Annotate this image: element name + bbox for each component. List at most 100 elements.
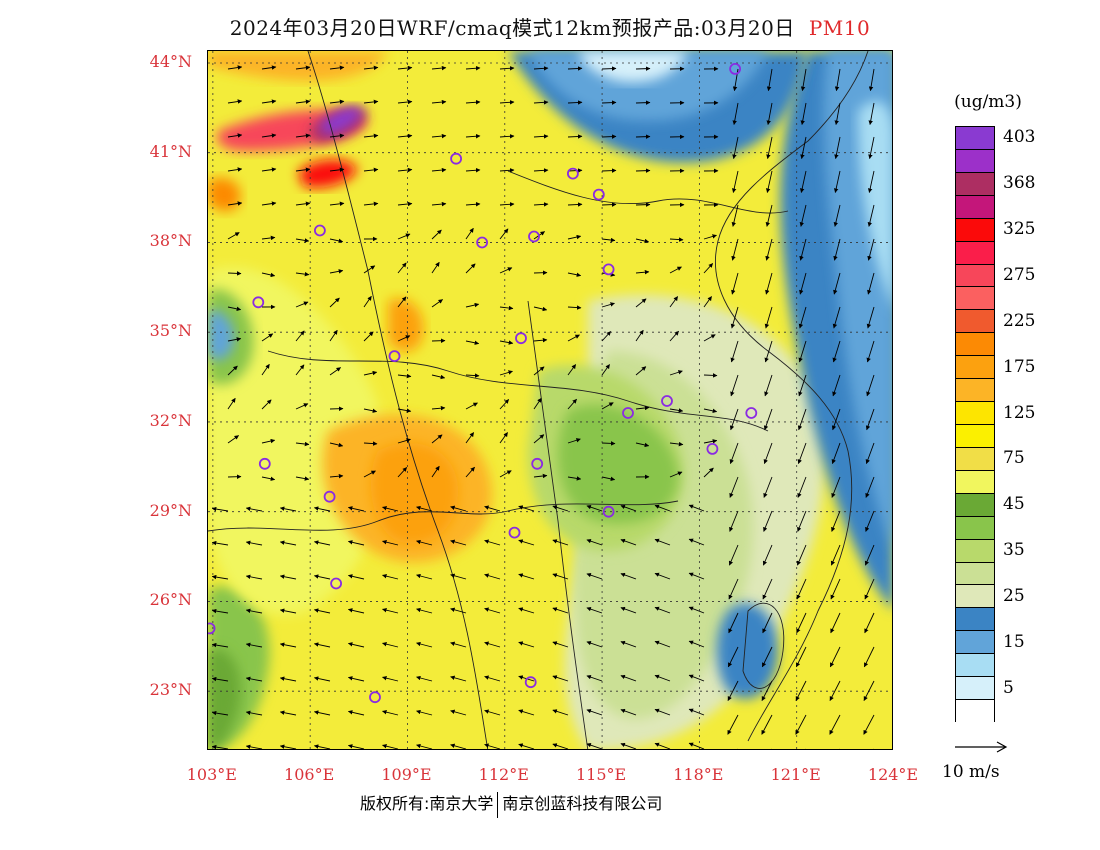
- wind-vector: [261, 333, 274, 342]
- wind-vector: [763, 476, 773, 498]
- wind-vector: [730, 374, 739, 397]
- wind-reference-arrow-icon: [955, 741, 1008, 753]
- wind-vector: [635, 405, 650, 411]
- wind-vector: [245, 710, 263, 716]
- wind-vector: [211, 642, 229, 648]
- wind-vector: [245, 744, 263, 749]
- wind-vector: [499, 340, 514, 345]
- wind-vector: [397, 233, 411, 240]
- title-main: 2024年03月20日WRF/cmaq模式12km预报产品:03月20日: [229, 16, 795, 40]
- longitude-label: 103°E: [186, 765, 237, 784]
- wind-vector: [279, 710, 297, 716]
- wind-vector: [729, 442, 739, 465]
- station-marker-icon: [388, 350, 401, 363]
- wind-vector: [499, 228, 509, 240]
- wind-vector: [567, 202, 583, 207]
- wind-vector: [863, 680, 875, 702]
- wind-vector: [727, 646, 739, 668]
- wind-vector: [868, 68, 875, 92]
- wind-vector: [382, 607, 399, 614]
- wind-vector: [450, 607, 467, 614]
- wind-vector: [465, 373, 480, 378]
- wind-vector: [499, 432, 508, 444]
- wind-vector: [831, 510, 841, 532]
- station-marker-icon: [508, 526, 521, 539]
- wind-vector: [211, 608, 229, 614]
- wind-vector: [227, 65, 243, 70]
- boundary-line: [507, 170, 789, 214]
- wind-vector: [465, 402, 478, 410]
- wind-vector: [688, 606, 705, 614]
- wind-vector: [382, 641, 399, 648]
- wind-vector: [601, 364, 610, 376]
- wind-vector: [484, 573, 501, 580]
- wind-vector: [795, 680, 807, 702]
- wind-vector: [329, 65, 345, 71]
- wind-vector: [834, 68, 841, 92]
- wind-vector: [279, 608, 297, 614]
- wind-vector: [688, 674, 705, 682]
- wind-vector: [533, 337, 548, 343]
- colorbar-swatch: [956, 631, 994, 655]
- wind-vector: [533, 168, 549, 173]
- wind-vector: [329, 269, 344, 274]
- wind-vector: [567, 398, 577, 410]
- wind-vector: [703, 439, 718, 444]
- latitude-label: 32°N: [149, 410, 192, 430]
- wind-vector: [295, 441, 310, 447]
- wind-vector: [499, 470, 512, 478]
- colorbar-swatch: [956, 470, 994, 494]
- wind-vector: [261, 99, 277, 104]
- wind-vector: [586, 708, 603, 716]
- concentration-patch: [558, 404, 679, 524]
- wind-vector: [620, 606, 637, 614]
- wind-vector: [635, 329, 644, 342]
- wind-vector: [431, 133, 447, 139]
- wind-vector: [363, 370, 378, 376]
- wind-vector: [499, 134, 515, 139]
- concentration-patch: [858, 101, 892, 306]
- concentration-patch: [370, 443, 458, 544]
- wind-vector: [484, 675, 501, 682]
- wind-vector: [329, 473, 344, 479]
- wind-vector: [833, 204, 841, 227]
- wind-vector: [450, 709, 467, 716]
- wind-vector: [727, 680, 739, 702]
- wind-vector: [484, 539, 501, 546]
- forecast-map: [207, 50, 893, 750]
- wind-vector: [518, 743, 535, 749]
- wind-vector: [416, 641, 433, 648]
- wind-vector: [798, 374, 807, 397]
- colorbar-label: 15: [1003, 631, 1025, 652]
- wind-vector: [261, 363, 270, 376]
- wind-vector: [601, 168, 617, 173]
- wind-vector: [635, 100, 651, 105]
- wind-vector: [484, 641, 501, 648]
- wind-vector: [567, 134, 583, 139]
- station-marker-icon: [515, 332, 527, 345]
- wind-vector: [484, 505, 501, 512]
- wind-vector: [730, 340, 739, 363]
- station-marker-icon: [258, 457, 271, 470]
- wind-vector: [831, 442, 841, 465]
- wind-vector: [227, 271, 242, 276]
- wind-vector: [654, 708, 671, 716]
- colorbar-label: 225: [1003, 310, 1036, 331]
- wind-vector: [703, 334, 716, 342]
- wind-vector: [620, 640, 637, 648]
- wind-vector: [688, 572, 705, 580]
- concentration-patch: [208, 649, 241, 749]
- longitude-label: 112°E: [478, 765, 529, 784]
- wind-vector: [382, 675, 399, 682]
- wind-vector: [465, 227, 474, 240]
- wind-vector: [567, 334, 580, 342]
- colorbar-swatch: [956, 608, 994, 632]
- wind-vector: [688, 538, 705, 546]
- latitude-label: 23°N: [149, 680, 192, 700]
- colorbar-swatch: [956, 195, 994, 219]
- wind-vector: [669, 471, 683, 478]
- wind-vector: [245, 574, 263, 580]
- wind-vector: [363, 441, 378, 446]
- province-boundaries: [208, 51, 869, 749]
- wind-vector: [363, 265, 376, 274]
